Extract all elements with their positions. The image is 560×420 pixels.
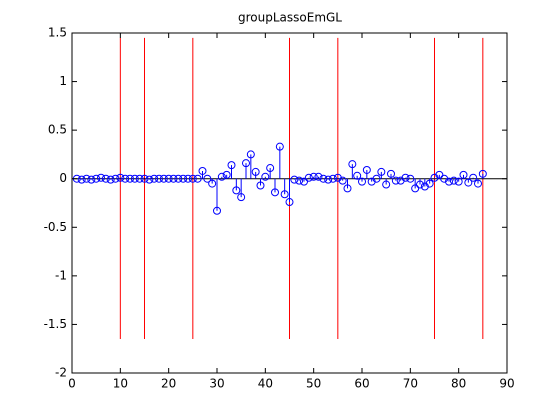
stem-marker [97,173,105,182]
stem-marker [179,174,188,183]
stem-marker [188,174,197,183]
stem-marker [101,174,110,183]
y-tick-label: -2 [55,366,67,380]
x-tick-label: 20 [161,377,176,391]
stem-marker [271,188,279,197]
stem-marker [387,169,395,178]
stem-marker [338,176,347,185]
stem-marker [208,179,217,188]
stem-marker [184,174,192,183]
stem-marker [242,159,250,168]
stem-marker [164,174,173,183]
stem-marker [290,175,299,184]
stem-marker [324,175,333,184]
x-tick-label: 40 [258,377,273,391]
stem-marker [454,177,463,186]
stem-marker [411,184,420,193]
stem-marker [469,173,478,182]
x-tick-label: 90 [499,377,514,391]
stem-marker [106,175,115,184]
y-tick-label: 0 [59,171,67,185]
x-tick-label: 0 [68,377,76,391]
stem-marker [449,176,458,185]
stem-marker [232,186,241,195]
stem-marker [261,172,270,181]
stem-marker [174,174,183,183]
stem-marker [111,174,120,183]
stem-marker [203,174,212,183]
y-tick-label: 1 [59,74,67,88]
stem-marker [155,174,163,183]
stem-marker [77,175,86,184]
stem-marker [285,198,294,207]
stem-marker [425,179,434,188]
stem-marker [348,160,357,169]
stem-marker [459,170,468,179]
stem-marker [382,180,391,189]
x-tick-label: 60 [354,377,369,391]
stem-marker [256,181,265,190]
stem-marker [391,176,400,185]
axes-box [71,32,508,374]
stem-marker [295,176,304,185]
stem-marker [275,142,284,151]
stem-marker [401,173,410,182]
stem-marker [82,174,91,183]
y-tick-label: -0.5 [44,220,67,234]
stem-marker [474,179,482,188]
stem-marker [435,170,444,179]
stem-marker [314,172,323,181]
chart-title: groupLassoEmGL [238,11,342,25]
stem-marker [372,174,381,183]
y-tick-label: -1.5 [44,317,67,331]
x-tick-label: 80 [451,377,466,391]
stem-marker [217,172,226,181]
stem-marker [237,193,246,202]
stem-marker [280,190,289,199]
stem-marker [319,174,328,183]
stem-marker [169,174,178,183]
stem-marker [150,174,159,183]
stem-marker [300,177,308,186]
stem-marker [121,174,130,183]
stem-marker [193,174,202,183]
stem-marker [445,177,453,186]
stem-marker [309,172,318,181]
stem-marker [406,174,415,183]
stem-marker [116,173,125,182]
stem-marker [92,174,101,183]
stem-marker [343,184,352,193]
stem-marker [353,171,362,180]
stem-marker [227,161,236,170]
stem-marker [478,169,487,178]
y-tick-label: 1.5 [48,26,67,40]
y-tick-label: -1 [55,268,67,282]
stem-marker [198,166,207,175]
stem-marker [251,167,260,176]
y-tick-label: 0.5 [48,123,67,137]
stem-marker [304,173,313,182]
stem-marker [130,174,139,183]
stem-marker [377,167,386,176]
stem-marker [126,174,134,183]
stem-marker [329,174,337,183]
x-tick-label: 10 [113,377,128,391]
x-tick-label: 30 [209,377,224,391]
stem-marker [140,174,149,183]
stem-marker [266,164,275,173]
stem-marker [145,175,154,184]
stem-marker [159,174,168,183]
stem-marker [246,150,255,159]
stem-marker [87,175,96,184]
stem-marker [135,174,144,183]
stem-marker [362,165,371,174]
stem-marker [358,177,366,186]
x-tick-label: 50 [306,377,321,391]
stem-marker [416,180,424,189]
x-tick-label: 70 [403,377,418,391]
stem-marker [222,170,231,179]
stem-marker [213,206,221,215]
stem-marker [464,178,473,187]
